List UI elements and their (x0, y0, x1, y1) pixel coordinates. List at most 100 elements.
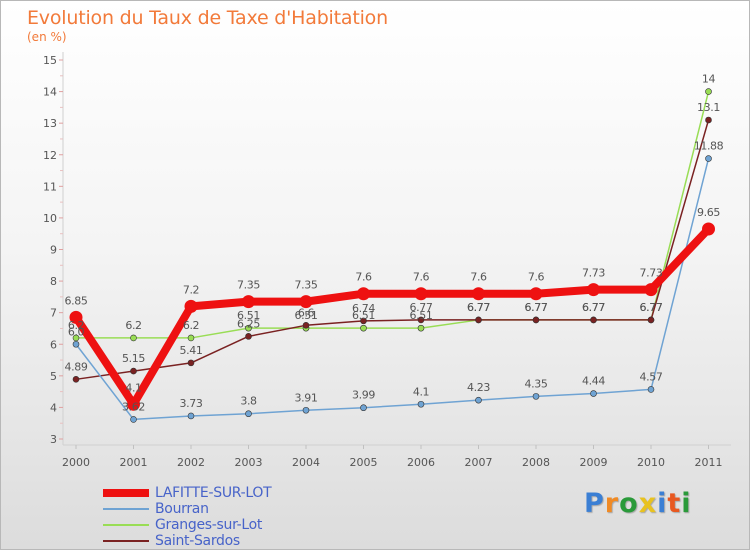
data-point (590, 390, 597, 397)
data-point (360, 317, 367, 325)
series-line-saint-sardos (75, 119, 710, 381)
data-point (475, 396, 482, 404)
data-point (245, 410, 252, 418)
data-point (127, 397, 140, 411)
data-label: 4.1 (413, 385, 429, 398)
data-label: 6.51 (352, 309, 375, 322)
x-tick-label: 2007 (465, 456, 493, 469)
data-point (705, 88, 712, 95)
x-tick-label: 2003 (235, 456, 263, 469)
y-tick-label: 8 (50, 275, 57, 288)
data-point (417, 316, 425, 324)
legend-swatch (103, 508, 149, 510)
data-label: 14 (702, 73, 716, 86)
data-label: 4.23 (467, 381, 490, 394)
x-tick-label: 2001 (120, 456, 148, 469)
data-label: 7.73 (640, 267, 663, 280)
chart-title: Evolution du Taux de Taxe d'Habitation (27, 7, 388, 29)
data-label: 6.0 (68, 325, 85, 338)
data-point (187, 359, 195, 367)
y-tick-label: 12 (43, 149, 57, 162)
data-label: 3.8 (240, 395, 257, 408)
data-point (130, 416, 137, 423)
y-tick-label: 14 (43, 86, 57, 99)
series-line-granges-sur-lot (75, 90, 710, 339)
data-label: 4.44 (582, 375, 605, 388)
data-label: 6.77 (467, 301, 490, 314)
data-point (702, 222, 715, 236)
logo-letter: t (667, 488, 682, 519)
legend-swatch (103, 489, 149, 497)
x-tick-label: 2006 (407, 456, 435, 469)
series-line-lafitte-sur-lot (72, 224, 713, 409)
x-tick-label: 2000 (62, 456, 90, 469)
data-point (360, 404, 367, 412)
data-point (130, 334, 137, 342)
data-label: 6.6 (298, 306, 315, 319)
logo-letter: i (657, 488, 668, 519)
data-point (647, 386, 655, 393)
data-point (245, 333, 252, 340)
data-label: 11.88 (694, 140, 724, 153)
data-label: 5.15 (122, 352, 145, 365)
data-label: 7.73 (582, 267, 605, 280)
x-tick-label: 2011 (695, 456, 723, 469)
data-point (705, 116, 712, 124)
data-point (245, 324, 252, 332)
logo-letter: r (604, 488, 620, 519)
data-point (69, 310, 83, 324)
x-tick-label: 2004 (292, 456, 320, 469)
logo-letter: x (638, 488, 658, 519)
data-point (184, 299, 198, 313)
data-label: 13.1 (697, 101, 720, 114)
data-label: 4.35 (525, 377, 548, 390)
data-label: 6.25 (237, 317, 260, 330)
series-layer (69, 88, 715, 423)
data-label: 3.91 (295, 391, 318, 404)
data-label: 6.77 (640, 301, 663, 314)
logo-letter: i (681, 488, 692, 519)
data-point (130, 367, 137, 375)
legend-label: Granges-sur-Lot (155, 517, 263, 533)
data-point (532, 316, 540, 324)
data-label: 7.2 (183, 283, 199, 296)
data-label: 7.6 (413, 271, 430, 284)
data-point (242, 295, 255, 309)
data-point (705, 155, 712, 162)
data-label: 7.6 (470, 271, 487, 284)
data-point (417, 324, 425, 332)
x-tick-label: 2009 (580, 456, 608, 469)
data-point (187, 334, 195, 342)
data-point (72, 376, 80, 383)
logo-letter: o (619, 488, 639, 519)
data-label: 6.77 (582, 301, 605, 314)
data-point (644, 283, 658, 297)
data-point (529, 287, 543, 301)
data-label: 4.1 (125, 381, 141, 394)
data-point (475, 316, 482, 324)
y-tick-label: 11 (43, 180, 57, 193)
data-point (72, 334, 80, 342)
legend-label: LAFITTE-SUR-LOT (155, 485, 272, 501)
x-tick-label: 2010 (637, 456, 665, 469)
legend-swatch (103, 524, 149, 526)
data-point (647, 316, 655, 324)
legend-label: Saint-Sardos (155, 533, 240, 549)
y-tick-label: 7 (50, 307, 57, 320)
y-tick-label: 3 (50, 433, 57, 446)
data-label: 7.6 (528, 271, 545, 284)
data-point (299, 295, 313, 309)
y-tick-label: 4 (50, 401, 57, 414)
data-label: 6.51 (410, 309, 433, 322)
x-tick-label: 2002 (177, 456, 205, 469)
data-label: 6.77 (640, 301, 663, 314)
data-label: 6.85 (65, 294, 88, 307)
data-label: 3.62 (122, 400, 145, 413)
data-label: 6.2 (68, 319, 84, 332)
data-label: 4.89 (65, 360, 88, 373)
y-tick-label: 10 (43, 212, 57, 225)
data-label: 6.51 (295, 309, 318, 322)
x-tick-label: 2008 (522, 456, 550, 469)
